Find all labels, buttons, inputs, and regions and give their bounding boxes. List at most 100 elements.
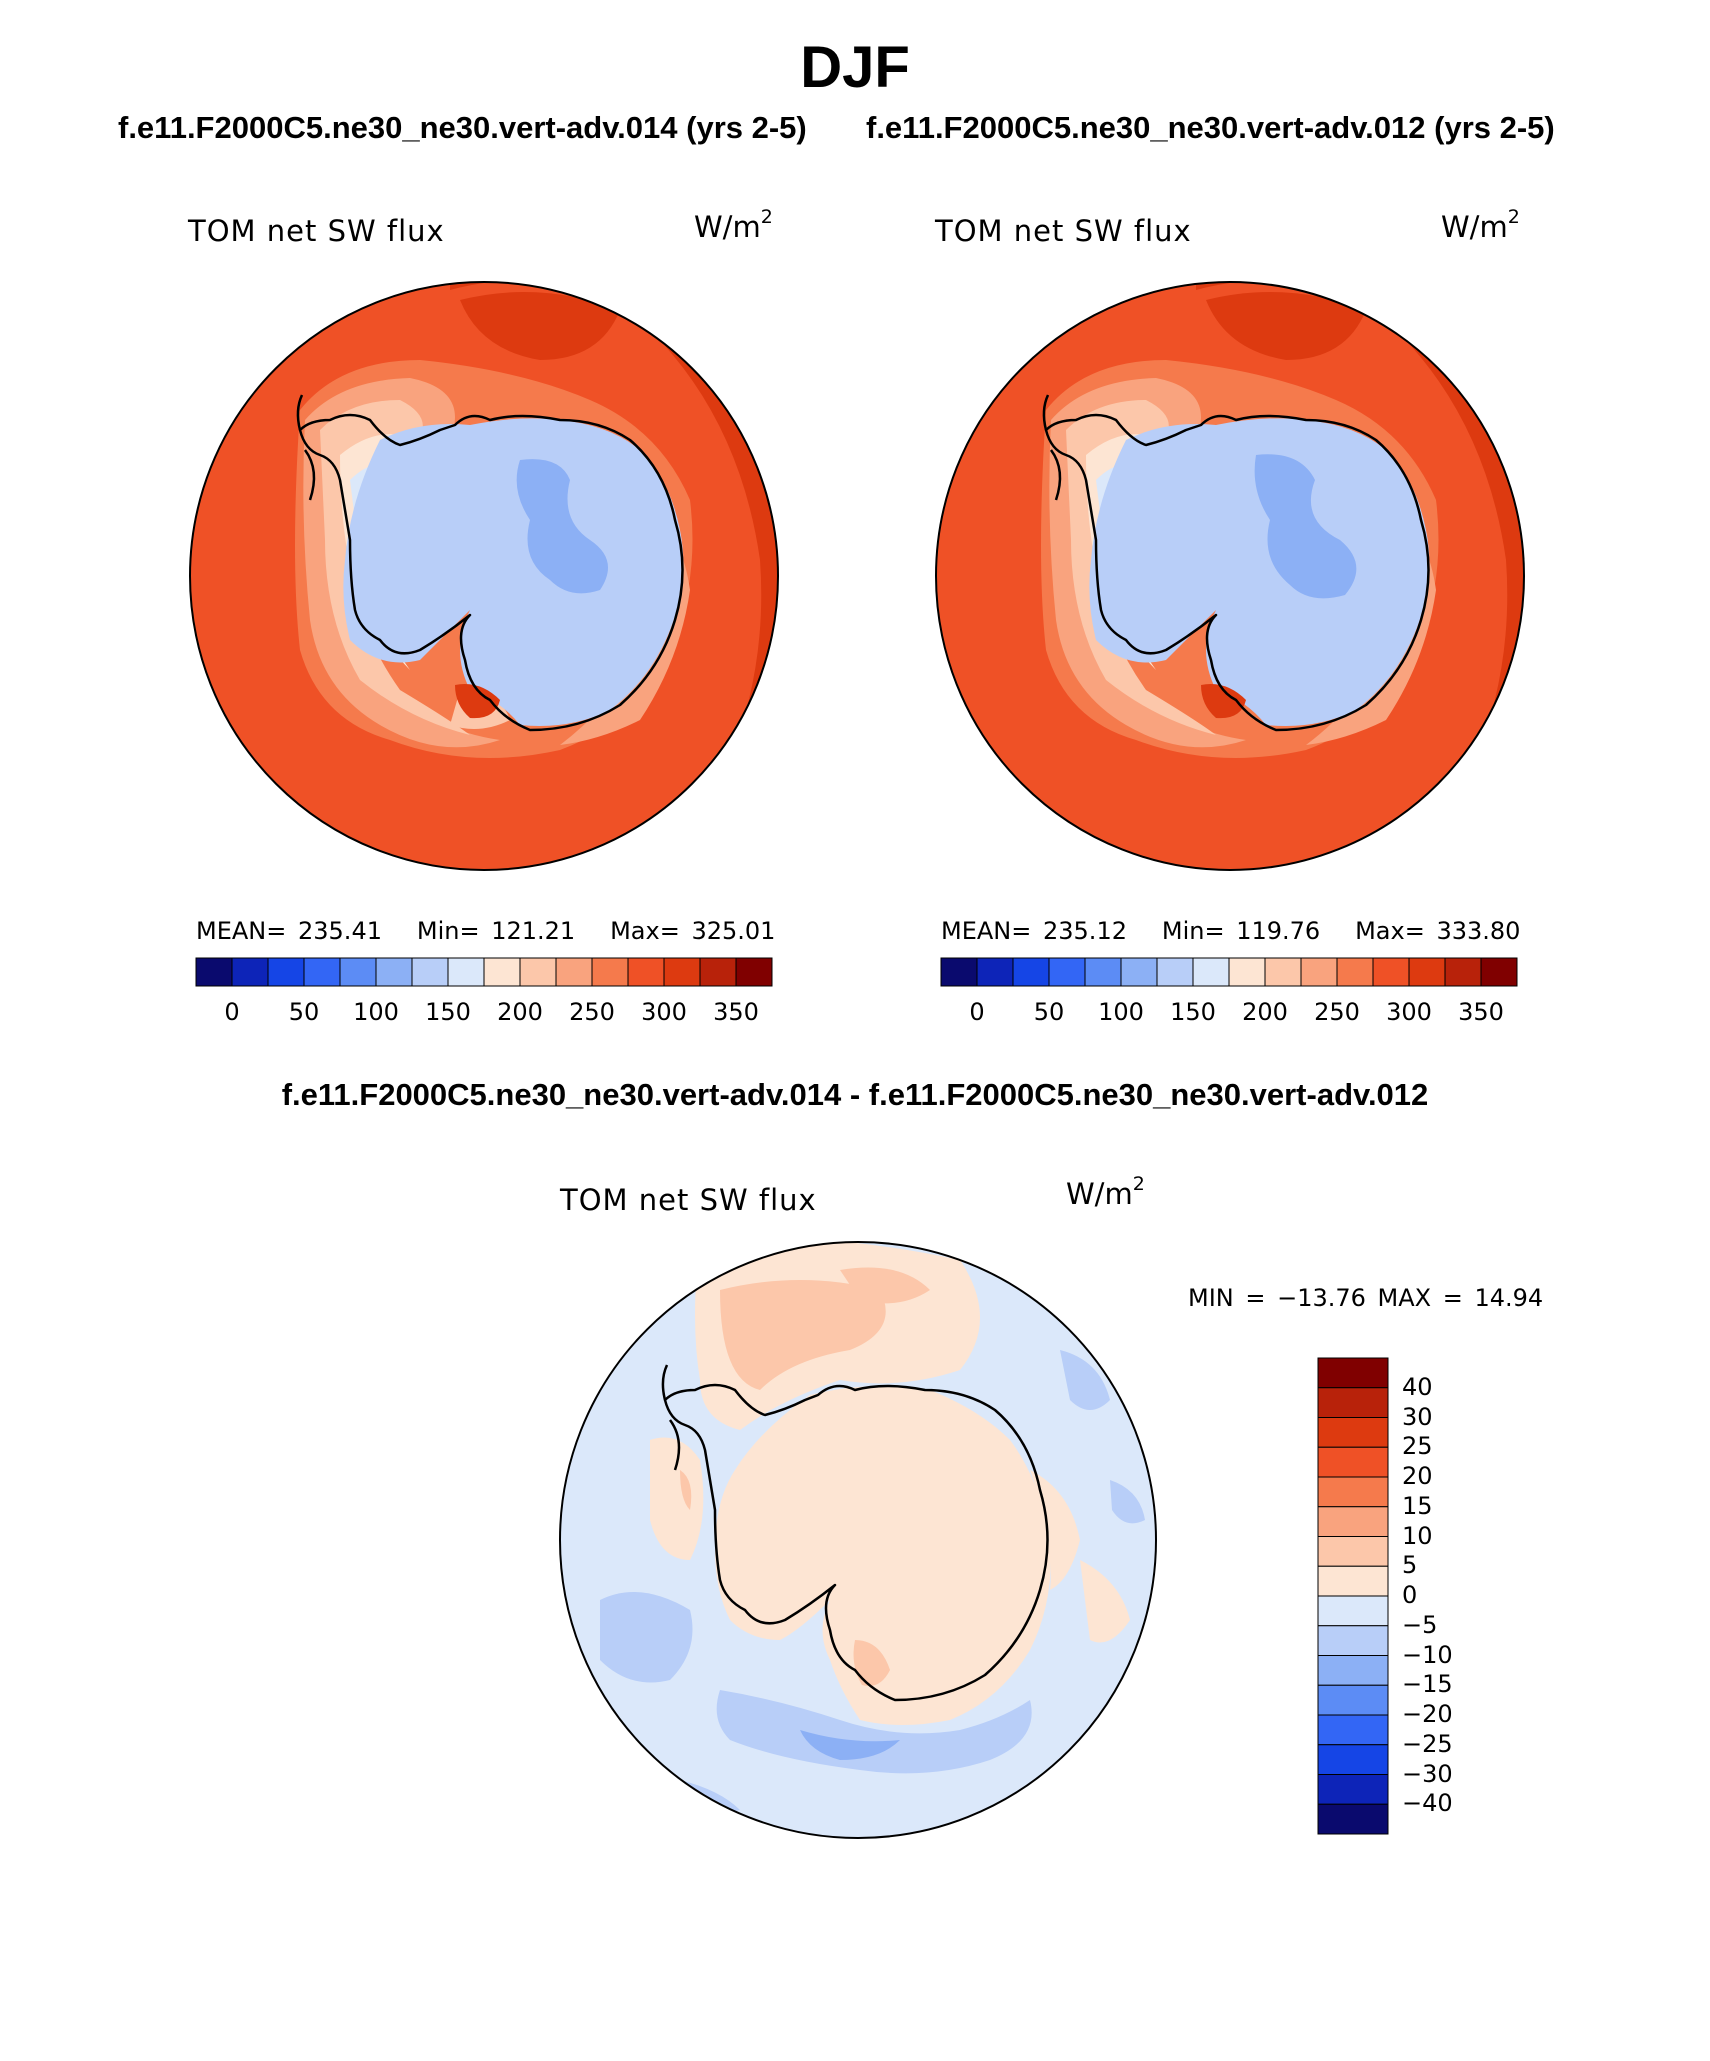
colorbar-swatch xyxy=(1317,1536,1389,1567)
contour-region xyxy=(1089,418,1430,726)
coastline xyxy=(296,394,316,501)
colorbar-tick-label: 25 xyxy=(1402,1432,1433,1461)
colorbar-swatch xyxy=(1317,1476,1389,1508)
max-value: 333.80 xyxy=(1436,917,1521,945)
colorbar-swatch xyxy=(1192,957,1230,987)
colorbar-tick-label: 350 xyxy=(713,998,759,1026)
colorbar-swatch xyxy=(1048,957,1086,987)
colorbar-swatch xyxy=(591,957,629,987)
colorbar-swatch xyxy=(940,957,978,987)
difference-colorbar xyxy=(1317,1357,1389,1835)
case-title-left: f.e11.F2000C5.ne30_ne30.vert-adv.014 (yr… xyxy=(118,110,807,145)
colorbar-swatch xyxy=(195,957,233,987)
colorbar-tick-label: −25 xyxy=(1402,1729,1453,1758)
colorbar-swatch xyxy=(976,957,1014,987)
min-label: Min= xyxy=(1161,917,1225,945)
contour-region xyxy=(1254,454,1357,599)
colorbar-swatch xyxy=(1317,1774,1389,1805)
colorbar-tick-label: 40 xyxy=(1402,1372,1433,1401)
panel-1-map xyxy=(190,282,778,870)
panel-2-units: W/m2 xyxy=(1441,206,1520,244)
colorbar-tick-label: 250 xyxy=(1314,998,1360,1026)
contour-region xyxy=(853,1640,890,1686)
max-value: 325.01 xyxy=(691,917,776,945)
panel-1-stats: MEAN= 235.41 Min= 121.21 Max= 325.01 xyxy=(196,917,775,945)
colorbar-tick-label: 200 xyxy=(497,998,543,1026)
colorbar-swatch xyxy=(1264,957,1302,987)
panel-1-variable-label: TOM net SW flux xyxy=(188,214,445,248)
colorbar-swatch xyxy=(1317,1387,1389,1418)
colorbar-swatch xyxy=(1300,957,1338,987)
colorbar-swatch xyxy=(1317,1595,1389,1627)
colorbar-tick-label: 150 xyxy=(1170,998,1216,1026)
colorbar-swatch xyxy=(627,957,665,987)
colorbar-swatch xyxy=(1228,957,1266,987)
colorbar-tick-label: 100 xyxy=(1098,998,1144,1026)
colorbar-swatch xyxy=(1084,957,1122,987)
colorbar-swatch xyxy=(267,957,305,987)
colorbar-tick-label: 0 xyxy=(1402,1581,1418,1609)
difference-units: W/m2 xyxy=(1066,1173,1145,1211)
colorbar-swatch xyxy=(555,957,593,987)
colorbar-tick-label: −15 xyxy=(1402,1670,1453,1699)
colorbar-tick-label: 300 xyxy=(1386,998,1432,1026)
contour-region xyxy=(460,292,620,360)
panel-2-map xyxy=(936,282,1524,870)
contour-region xyxy=(1060,1350,1110,1410)
coastline xyxy=(661,1364,681,1471)
colorbar-swatch xyxy=(447,957,485,987)
colorbar-swatch xyxy=(1480,957,1518,987)
colorbar-tick-label: −5 xyxy=(1402,1610,1438,1639)
panel-1-map-border xyxy=(189,281,779,871)
colorbar-swatch xyxy=(663,957,701,987)
contour-region xyxy=(716,1690,1032,1774)
colorbar-swatch xyxy=(1317,1565,1389,1597)
case-title-right: f.e11.F2000C5.ne30_ne30.vert-adv.012 (yr… xyxy=(866,110,1555,145)
difference-map-border xyxy=(559,1241,1157,1839)
panel-1-colorbar xyxy=(195,957,773,987)
coastline xyxy=(663,1383,1049,1702)
colorbar-tick-label: 350 xyxy=(1458,998,1504,1026)
contour-region xyxy=(840,1267,930,1304)
colorbar-swatch xyxy=(1317,1684,1389,1716)
contour-region xyxy=(600,1592,693,1683)
colorbar-swatch xyxy=(1408,957,1446,987)
colorbar-tick-label: 15 xyxy=(1402,1491,1433,1520)
colorbar-swatch xyxy=(1012,957,1050,987)
colorbar-swatch xyxy=(339,957,377,987)
min-value: 119.76 xyxy=(1236,917,1321,945)
colorbar-tick-label: 150 xyxy=(425,998,471,1026)
contour-region xyxy=(455,684,500,719)
coastline xyxy=(1042,394,1062,501)
coastline xyxy=(1044,413,1430,732)
panel-2-stats: MEAN= 235.12 Min= 119.76 Max= 333.80 xyxy=(941,917,1520,945)
difference-variable-label: TOM net SW flux xyxy=(560,1183,817,1217)
colorbar-tick-label: 20 xyxy=(1402,1462,1433,1490)
max-label: Max= xyxy=(1355,917,1425,945)
colorbar-tick-label: 30 xyxy=(1402,1402,1433,1431)
figure-title: DJF xyxy=(800,35,910,100)
colorbar-swatch xyxy=(735,957,773,987)
max-label: Max= xyxy=(610,917,680,945)
colorbar-swatch xyxy=(303,957,341,987)
colorbar-tick-label: 0 xyxy=(969,998,985,1026)
contour-region xyxy=(1201,684,1246,719)
contour-region xyxy=(650,1437,704,1560)
colorbar-swatch xyxy=(1317,1803,1389,1835)
colorbar-tick-label: −30 xyxy=(1402,1759,1453,1788)
colorbar-swatch xyxy=(231,957,269,987)
colorbar-tick-label: 5 xyxy=(1402,1551,1418,1580)
colorbar-swatch xyxy=(1317,1625,1389,1656)
colorbar-tick-label: 200 xyxy=(1242,998,1288,1026)
colorbar-swatch xyxy=(483,957,521,987)
colorbar-tick-label: 100 xyxy=(353,998,399,1026)
colorbar-swatch xyxy=(1336,957,1374,987)
colorbar-tick-label: 300 xyxy=(641,998,687,1026)
mean-label: MEAN= xyxy=(941,917,1032,945)
contour-region xyxy=(1080,1560,1130,1643)
contour-region xyxy=(715,1386,1051,1725)
colorbar-tick-label: 50 xyxy=(1033,998,1065,1026)
coastline xyxy=(298,413,684,732)
colorbar-swatch xyxy=(1372,957,1410,987)
